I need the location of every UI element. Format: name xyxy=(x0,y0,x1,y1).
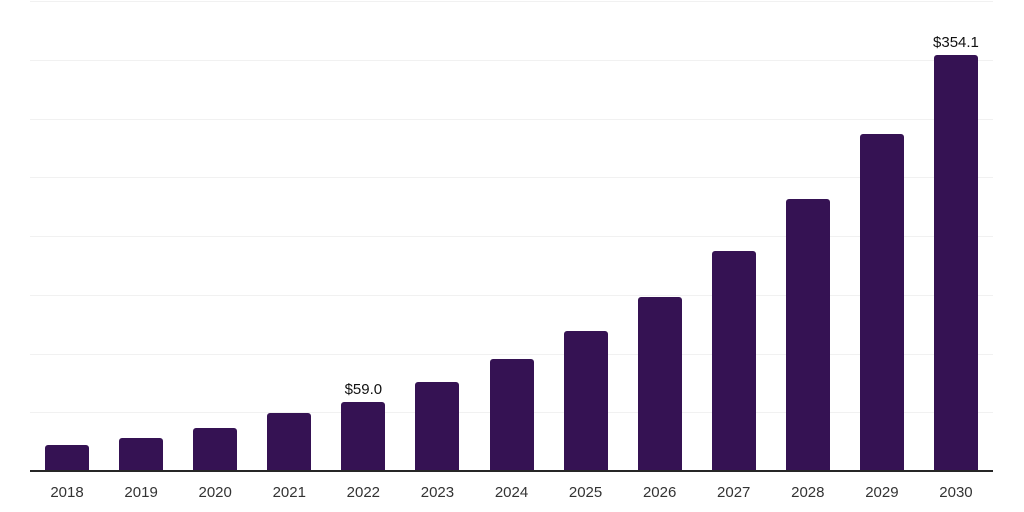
x-tick-label-2027: 2027 xyxy=(717,484,751,501)
x-tick-label-2023: 2023 xyxy=(420,484,455,501)
x-tick-label-2019: 2019 xyxy=(124,484,158,501)
bar-2030 xyxy=(933,54,978,471)
x-tick-label-2026: 2026 xyxy=(642,484,677,501)
bar-2018 xyxy=(45,445,90,471)
value-label-2022: $59.0 xyxy=(344,380,383,398)
x-axis-labels: 2018 2019 2020 2021 2022 2023 2024 2025 2026 2027… xyxy=(30,485,993,505)
gridline-400 xyxy=(30,1,993,2)
bar-2019 xyxy=(119,437,164,471)
gridline-300 xyxy=(30,118,993,120)
bar-2028 xyxy=(785,199,830,471)
bar-2023 xyxy=(415,382,460,471)
x-tick-label-2029: 2029 xyxy=(865,484,899,501)
x-tick-label-2028: 2028 xyxy=(791,484,825,501)
gridline-350 xyxy=(30,59,993,61)
bar-2025 xyxy=(563,330,608,471)
x-tick-label-2030: 2030 xyxy=(939,484,973,501)
bar-2022 xyxy=(341,401,386,471)
x-tick-label-2018: 2018 xyxy=(50,484,84,501)
bar-2029 xyxy=(859,134,904,471)
bar-2021 xyxy=(267,413,312,471)
gridline-200 xyxy=(30,236,993,237)
x-tick-label-2024: 2024 xyxy=(494,484,529,501)
x-tick-label-2021: 2021 xyxy=(272,484,306,501)
x-tick-label-2025: 2025 xyxy=(568,484,603,501)
x-axis-line xyxy=(30,470,993,472)
gridline-100 xyxy=(30,353,993,355)
x-tick-label-2022: 2022 xyxy=(346,484,381,501)
bar-2020 xyxy=(193,427,238,471)
bar-2026 xyxy=(637,296,682,471)
plot-area: $59.0 $354.1 xyxy=(30,1,993,472)
gridline-250 xyxy=(30,177,993,179)
bar-2027 xyxy=(711,251,756,471)
value-label-2030: $354.1 xyxy=(933,33,979,51)
gridline-150 xyxy=(30,294,993,296)
bar-2024 xyxy=(489,359,534,471)
x-tick-label-2020: 2020 xyxy=(198,484,232,501)
